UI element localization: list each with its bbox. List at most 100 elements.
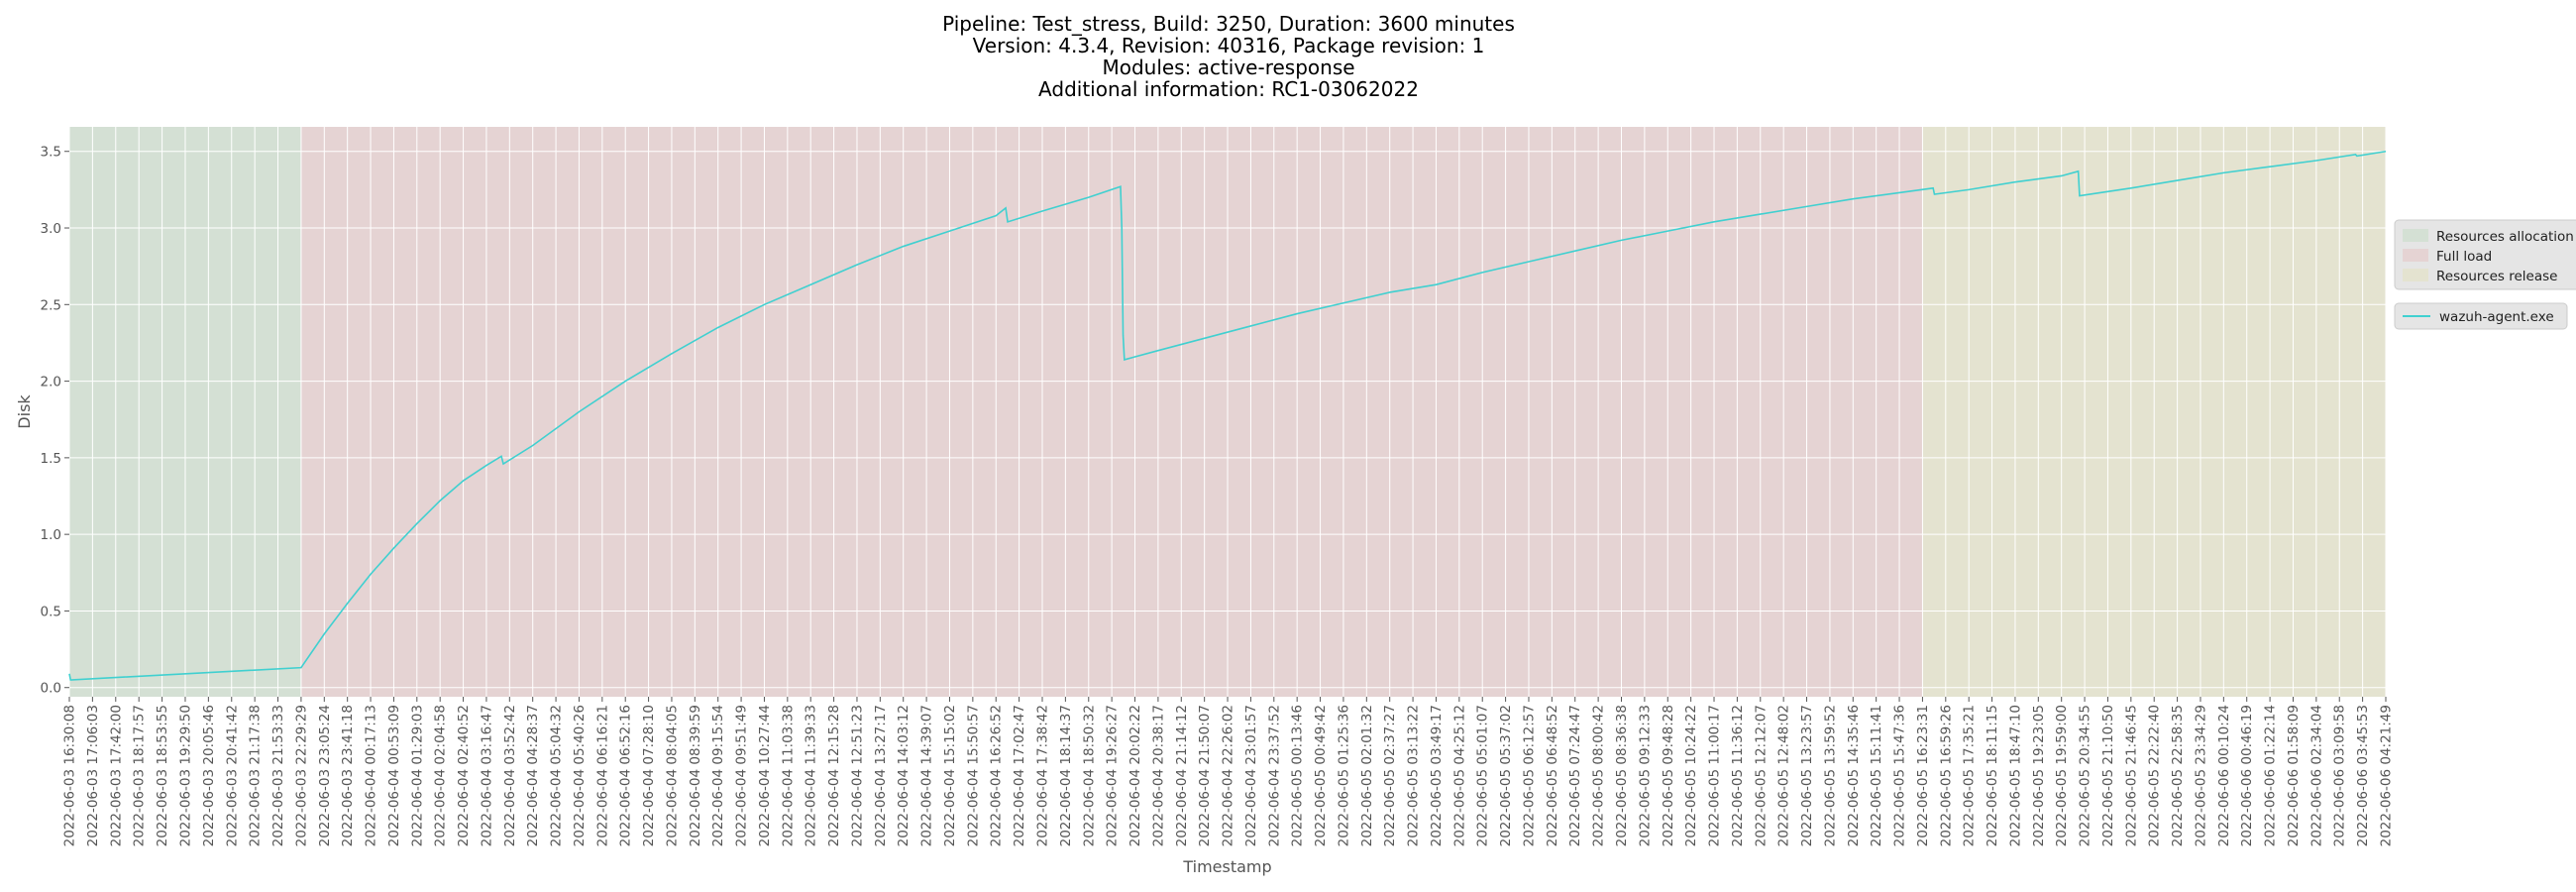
x-tick-label: 2022-06-05 00:49:42 [1313, 705, 1329, 846]
x-tick-label: 2022-06-05 12:12:07 [1753, 705, 1769, 846]
title-line-4: Additional information: RC1-03062022 [1038, 77, 1419, 101]
x-tick-label: 2022-06-05 00:13:46 [1290, 705, 1306, 846]
x-tick-label: 2022-06-04 15:50:57 [965, 705, 981, 846]
x-tick-label: 2022-06-05 12:48:02 [1776, 705, 1792, 846]
x-tick-label: 2022-06-04 00:17:13 [364, 705, 379, 846]
x-tick-label: 2022-06-05 22:22:40 [2147, 705, 2163, 846]
x-tick-label: 2022-06-04 07:28:10 [641, 705, 657, 846]
x-tick-label: 2022-06-06 03:45:53 [2355, 705, 2371, 846]
phase-legend-swatch [2403, 249, 2428, 262]
y-tick-label: 2.5 [41, 297, 61, 313]
x-tick-label: 2022-06-05 05:01:07 [1475, 705, 1491, 846]
x-tick-label: 2022-06-04 18:14:37 [1058, 705, 1074, 846]
x-tick-label: 2022-06-03 17:06:03 [85, 705, 101, 846]
x-tick-label: 2022-06-04 23:01:57 [1243, 705, 1259, 846]
x-tick-label: 2022-06-04 17:02:47 [1012, 705, 1027, 846]
x-tick-label: 2022-06-04 21:50:07 [1197, 705, 1213, 846]
x-tick-label: 2022-06-05 18:11:15 [1985, 705, 2000, 846]
x-tick-label: 2022-06-06 01:22:14 [2263, 705, 2279, 846]
x-tick-label: 2022-06-05 15:47:36 [1892, 705, 1908, 846]
x-tick-label: 2022-06-05 09:48:28 [1661, 705, 1676, 846]
x-tick-label: 2022-06-06 00:46:19 [2239, 705, 2255, 846]
x-tick-label: 2022-06-05 04:25:12 [1451, 705, 1467, 846]
x-tick-label: 2022-06-03 23:05:24 [317, 705, 333, 846]
x-tick-label: 2022-06-05 19:59:00 [2054, 705, 2070, 846]
title-line-3: Modules: active-response [1102, 56, 1354, 79]
x-tick-label: 2022-06-04 02:04:58 [433, 705, 449, 846]
x-tick-label: 2022-06-05 20:34:55 [2078, 705, 2093, 846]
x-tick-label: 2022-06-03 16:30:08 [62, 705, 78, 846]
series-line-1 [68, 150, 2387, 681]
x-tick-label: 2022-06-04 14:39:07 [919, 705, 935, 846]
x-tick-label: 2022-06-04 06:52:16 [618, 705, 634, 846]
y-tick-label: 3.5 [41, 145, 61, 161]
x-tick-label: 2022-06-04 01:29:03 [409, 705, 425, 846]
x-axis-label: Timestamp [1182, 857, 1271, 876]
x-tick-label: 2022-06-05 03:13:22 [1406, 705, 1422, 846]
x-tick-label: 2022-06-05 21:46:45 [2123, 705, 2139, 846]
x-tick-label: 2022-06-05 08:36:38 [1614, 705, 1630, 846]
y-tick-label: 1.0 [41, 527, 61, 543]
x-tick-label: 2022-06-04 00:53:09 [386, 705, 402, 846]
x-tick-label: 2022-06-06 03:09:58 [2332, 705, 2348, 846]
x-tick-label: 2022-06-03 21:53:33 [270, 705, 286, 846]
x-tick-label: 2022-06-04 13:27:17 [873, 705, 889, 846]
x-tick-label: 2022-06-04 18:50:32 [1081, 705, 1097, 846]
x-tick-label: 2022-06-06 02:34:04 [2308, 705, 2324, 846]
x-tick-label: 2022-06-04 20:38:17 [1150, 705, 1166, 846]
x-tick-label: 2022-06-06 00:10:24 [2216, 705, 2232, 846]
series-lines [68, 150, 2387, 681]
x-tick-label: 2022-06-05 02:01:32 [1359, 705, 1375, 846]
phase-legend-label: Resources release [2436, 269, 2557, 284]
x-tick-label: 2022-06-04 17:38:42 [1035, 705, 1051, 846]
phase-legend-swatch [2403, 229, 2428, 242]
x-tick-label: 2022-06-04 02:40:52 [456, 705, 472, 846]
x-tick-label: 2022-06-05 10:24:22 [1683, 705, 1699, 846]
x-tick-label: 2022-06-05 16:23:31 [1915, 705, 1931, 846]
x-tick-label: 2022-06-05 02:37:27 [1382, 705, 1398, 846]
x-tick-label: 2022-06-05 06:12:57 [1521, 705, 1537, 846]
x-tick-label: 2022-06-04 08:04:05 [664, 705, 680, 846]
x-tick-label: 2022-06-04 21:14:12 [1174, 705, 1190, 846]
x-tick-label: 2022-06-05 13:23:57 [1799, 705, 1815, 846]
y-tick-label: 0.0 [41, 681, 61, 697]
x-tick-label: 2022-06-05 08:00:42 [1591, 705, 1607, 846]
x-tick-label: 2022-06-03 20:05:46 [201, 705, 217, 846]
phase-legend-swatch [2403, 269, 2428, 281]
x-tick-label: 2022-06-03 21:17:38 [248, 705, 264, 846]
legend: Resources allocation Full load Resources r… [2394, 219, 2576, 330]
x-tick-label: 2022-06-05 06:48:52 [1545, 705, 1560, 846]
x-tick-label: 2022-06-05 01:25:36 [1336, 705, 1351, 846]
x-tick-label: 2022-06-05 05:37:02 [1498, 705, 1514, 846]
x-tick-label: 2022-06-03 22:29:29 [293, 705, 309, 846]
x-tick-label: 2022-06-03 18:53:55 [155, 705, 170, 846]
x-tick-label: 2022-06-05 23:34:29 [2193, 705, 2208, 846]
x-tick-label: 2022-06-06 01:58:09 [2286, 705, 2302, 846]
title-line-1: Pipeline: Test_stress, Build: 3250, Dura… [942, 12, 1515, 36]
x-tick-label: 2022-06-03 23:41:18 [340, 705, 356, 846]
phase-legend-label: Full load [2436, 249, 2492, 265]
x-tick-label: 2022-06-04 04:28:37 [525, 705, 541, 846]
x-tick-label: 2022-06-04 11:39:33 [804, 705, 819, 846]
x-tick-label: 2022-06-04 11:03:38 [780, 705, 796, 846]
x-tick-label: 2022-06-04 09:15:54 [710, 705, 726, 846]
x-tick-label: 2022-06-04 10:27:44 [757, 705, 773, 846]
x-tick-label: 2022-06-04 09:51:49 [734, 705, 750, 846]
x-tick-label: 2022-06-05 21:10:50 [2100, 705, 2116, 846]
x-tick-label: 2022-06-04 03:52:42 [502, 705, 518, 846]
y-tick-label: 2.0 [41, 375, 61, 390]
x-tick-label: 2022-06-05 17:35:21 [1962, 705, 1978, 846]
x-tick-label: 2022-06-03 17:42:00 [108, 705, 124, 846]
x-tick-label: 2022-06-05 15:11:41 [1869, 705, 1884, 846]
series-legend-label: wazuh-agent.exe [2439, 309, 2554, 325]
title-line-2: Version: 4.3.4, Revision: 40316, Package… [973, 34, 1485, 57]
x-tick-label: 2022-06-05 03:49:17 [1429, 705, 1445, 846]
x-tick-label: 2022-06-05 16:59:26 [1938, 705, 1954, 846]
y-axis-label: Disk [15, 394, 34, 429]
phase-legend-label: Resources allocation [2436, 229, 2574, 245]
x-tick-label: 2022-06-05 22:58:35 [2170, 705, 2186, 846]
x-tick-label: 2022-06-06 04:21:49 [2379, 705, 2395, 846]
chart-title: Pipeline: Test_stress, Build: 3250, Dura… [942, 12, 1515, 101]
y-tick-labels: 0.0 0.5 1.0 1.5 2.0 2.5 3.0 3.5 [41, 145, 69, 697]
